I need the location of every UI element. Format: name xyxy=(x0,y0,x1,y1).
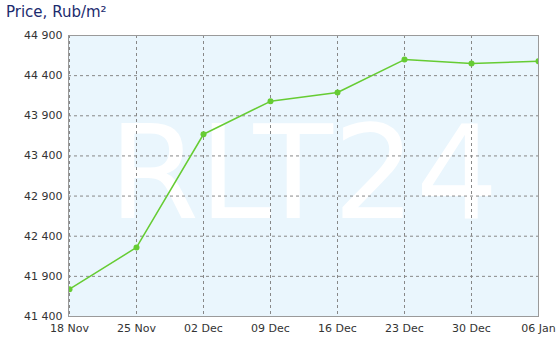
svg-text:23 Dec: 23 Dec xyxy=(385,322,424,335)
svg-text:06 Jan: 06 Jan xyxy=(521,322,555,335)
svg-text:42 400: 42 400 xyxy=(24,230,63,243)
svg-text:RLT24: RLT24 xyxy=(109,97,499,249)
svg-text:42 900: 42 900 xyxy=(24,190,63,203)
svg-text:43 900: 43 900 xyxy=(24,109,63,122)
svg-text:25 Nov: 25 Nov xyxy=(117,322,156,335)
svg-text:43 400: 43 400 xyxy=(24,149,63,162)
svg-text:16 Dec: 16 Dec xyxy=(318,322,357,335)
svg-text:18 Nov: 18 Nov xyxy=(50,322,89,335)
svg-text:09 Dec: 09 Dec xyxy=(251,322,290,335)
svg-text:41 400: 41 400 xyxy=(24,310,63,323)
svg-text:41 900: 41 900 xyxy=(24,270,63,283)
svg-text:30 Dec: 30 Dec xyxy=(452,322,491,335)
html-text:Price, Rub/m²: Price, Rub/m² xyxy=(6,3,107,21)
svg-text:44 400: 44 400 xyxy=(24,69,63,82)
svg-text:44 900: 44 900 xyxy=(24,29,63,42)
svg-text:02 Dec: 02 Dec xyxy=(184,322,223,335)
